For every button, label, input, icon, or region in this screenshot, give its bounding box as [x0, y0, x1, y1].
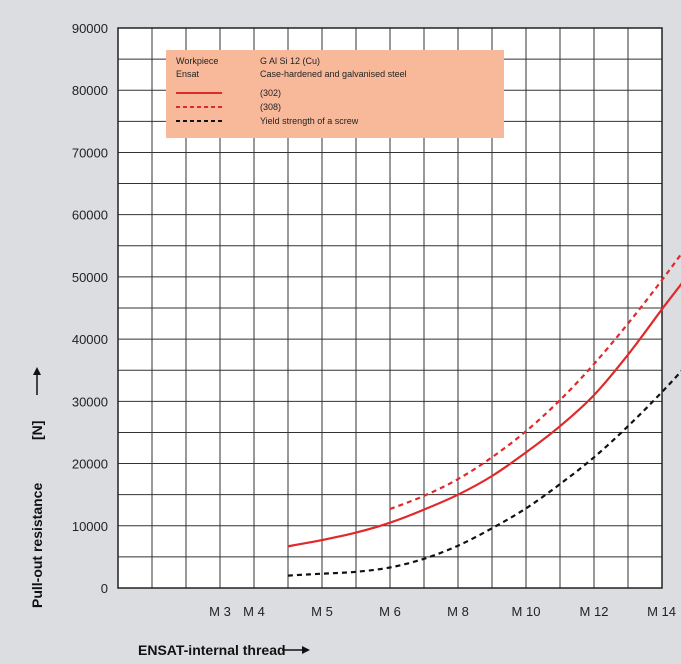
legend-entry-label: (302) [260, 88, 281, 98]
x-tick-label: M 5 [311, 604, 333, 619]
legend-entry-label: (308) [260, 102, 281, 112]
legend-header-label: Ensat [176, 69, 200, 79]
x-tick-label: M 6 [379, 604, 401, 619]
y-tick-label: 30000 [72, 394, 108, 409]
legend: Workpiece G Al Si 12 (Cu) Ensat Case-harden… [166, 50, 504, 138]
x-axis-label: ENSAT-internal thread [138, 642, 286, 658]
series-line [389, 252, 681, 511]
legend-entry-label: Yield strength of a screw [260, 116, 359, 126]
y-tick-label: 0 [101, 581, 108, 596]
y-tick-label: 80000 [72, 83, 108, 98]
x-tick-label: M 10 [512, 604, 541, 619]
y-axis-label: Pull-out resistance [29, 483, 45, 608]
y-tick-label: 70000 [72, 145, 108, 160]
x-tick-labels: M 3 M 4 M 5 M 6 M 8 M 10 M 12 M 14 [209, 604, 676, 619]
series-line [287, 369, 681, 577]
x-tick-label: M 3 [209, 604, 231, 619]
y-tick-label: 60000 [72, 208, 108, 223]
x-tick-label: M 4 [243, 604, 265, 619]
legend-header-value: G Al Si 12 (Cu) [260, 56, 320, 66]
x-tick-label: M 8 [447, 604, 469, 619]
x-axis-arrowhead [302, 646, 310, 654]
grid [117, 27, 663, 589]
legend-header-label: Workpiece [176, 56, 218, 66]
legend-header-value: Case-hardened and galvanised steel [260, 69, 407, 79]
y-tick-label: 40000 [72, 332, 108, 347]
y-axis-unit: [N] [29, 421, 45, 440]
y-tick-labels: 0 10000 20000 30000 40000 50000 60000 70000 8000… [72, 21, 108, 596]
y-tick-label: 20000 [72, 457, 108, 472]
x-tick-label: M 12 [580, 604, 609, 619]
y-tick-label: 50000 [72, 270, 108, 285]
x-tick-label: M 14 [647, 604, 676, 619]
y-axis-arrowhead [33, 367, 41, 375]
y-tick-label: 90000 [72, 21, 108, 36]
series-lines [287, 252, 681, 577]
series-line [287, 282, 681, 548]
legend-box [166, 50, 504, 138]
y-tick-label: 10000 [72, 519, 108, 534]
